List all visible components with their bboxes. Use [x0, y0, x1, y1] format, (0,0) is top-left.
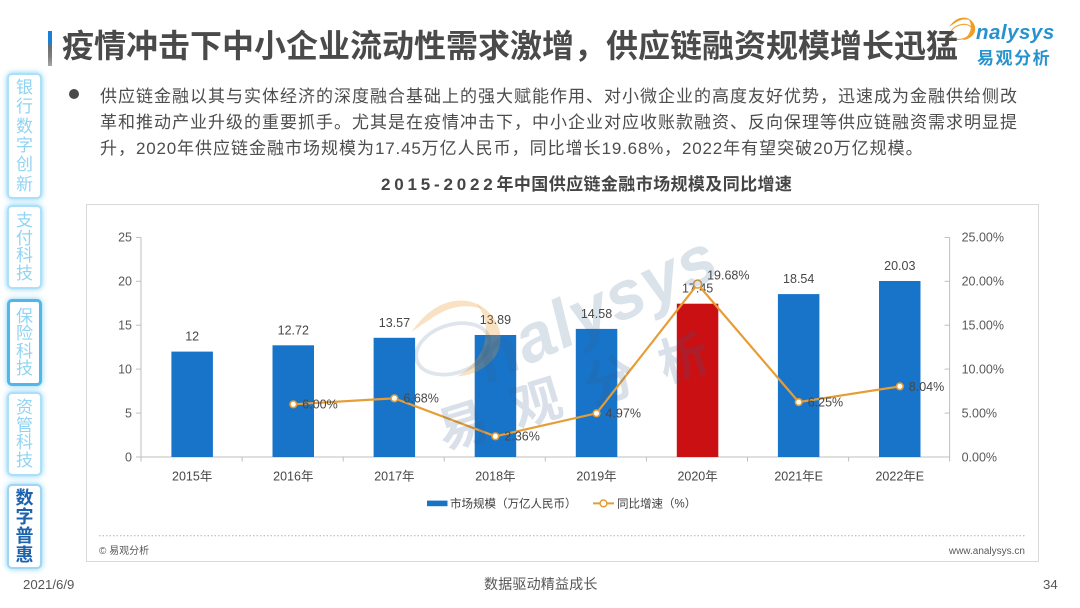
svg-text:8.04%: 8.04%: [909, 380, 944, 394]
svg-text:20.00%: 20.00%: [962, 275, 1004, 289]
svg-text:13.89: 13.89: [480, 313, 511, 327]
svg-text:www.analysys.cn: www.analysys.cn: [948, 546, 1025, 557]
svg-text:2017年: 2017年: [374, 470, 414, 484]
svg-text:2.36%: 2.36%: [504, 430, 539, 444]
svg-text:同比增速（%）: 同比增速（%）: [617, 497, 696, 511]
svg-text:12.72: 12.72: [278, 323, 309, 337]
svg-text:0.00%: 0.00%: [962, 450, 997, 464]
svg-text:市场规模（万亿人民币）: 市场规模（万亿人民币）: [450, 497, 577, 511]
svg-text:6.00%: 6.00%: [302, 398, 337, 412]
svg-text:20.03: 20.03: [884, 259, 915, 273]
svg-text:2022年E: 2022年E: [875, 470, 924, 484]
svg-text:13.57: 13.57: [379, 316, 410, 330]
svg-text:2016年: 2016年: [273, 470, 313, 484]
svg-text:10.00%: 10.00%: [962, 362, 1004, 376]
svg-text:5.00%: 5.00%: [962, 406, 997, 420]
svg-text:2020年: 2020年: [677, 470, 717, 484]
svg-text:10: 10: [118, 362, 132, 376]
svg-text:0: 0: [125, 450, 132, 464]
svg-text:4.97%: 4.97%: [606, 407, 641, 421]
svg-text:15.00%: 15.00%: [962, 319, 1004, 333]
svg-text:20: 20: [118, 275, 132, 289]
svg-text:5: 5: [125, 406, 132, 420]
svg-text:2021年E: 2021年E: [774, 470, 823, 484]
svg-text:14.58: 14.58: [581, 307, 612, 321]
svg-text:18.54: 18.54: [783, 272, 814, 286]
svg-text:25.00%: 25.00%: [962, 231, 1004, 245]
svg-text:© 易观分析: © 易观分析: [99, 544, 149, 557]
svg-text:12: 12: [185, 330, 199, 344]
svg-text:6.68%: 6.68%: [403, 392, 438, 406]
svg-text:2015年: 2015年: [172, 470, 212, 484]
svg-text:6.25%: 6.25%: [808, 396, 843, 410]
svg-text:15: 15: [118, 319, 132, 333]
svg-text:25: 25: [118, 231, 132, 245]
svg-text:2018年: 2018年: [475, 470, 515, 484]
svg-text:19.68%: 19.68%: [707, 269, 749, 283]
svg-text:2019年: 2019年: [576, 470, 616, 484]
